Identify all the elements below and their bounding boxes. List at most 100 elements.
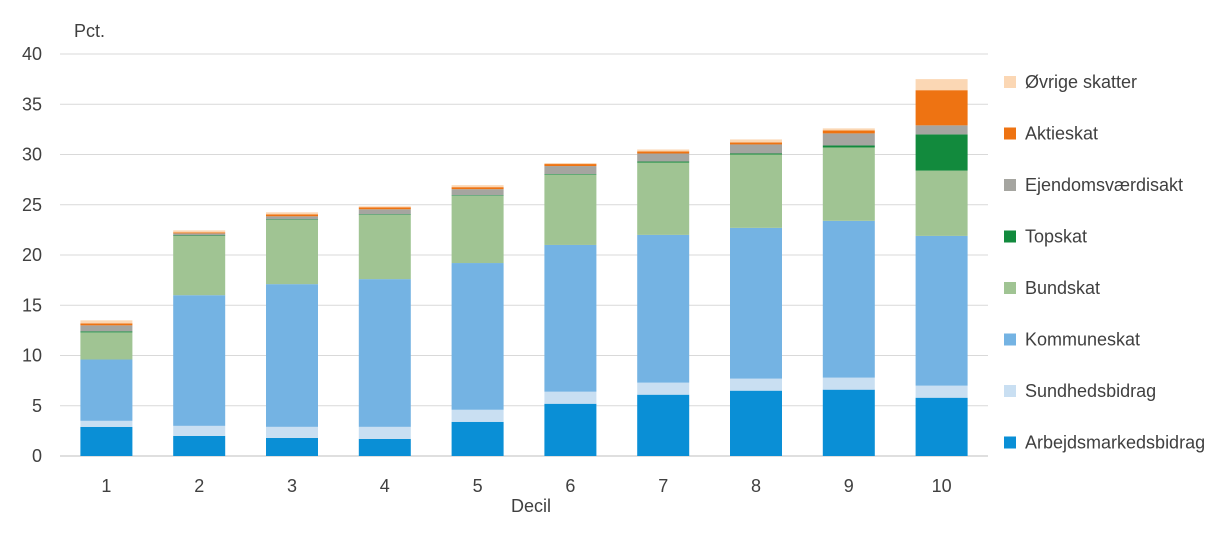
x-tick-label: 1 — [101, 476, 111, 496]
bar-segment — [80, 320, 133, 324]
bar-segment — [451, 187, 504, 190]
bar-segment — [451, 409, 504, 422]
bar-segment — [915, 397, 968, 456]
bar-segment — [80, 420, 133, 427]
bar-segment — [173, 235, 226, 296]
bar-segment — [80, 426, 133, 456]
bar-segment — [266, 437, 318, 456]
bar-segment — [822, 389, 875, 456]
legend-label: Sundhedsbidrag — [1025, 381, 1156, 401]
y-tick-label: 5 — [32, 396, 42, 416]
bar-segment — [822, 147, 875, 221]
y-tick-label: 40 — [22, 44, 42, 64]
bar-segment — [173, 435, 226, 456]
bar-segment — [358, 206, 411, 208]
bar-segment — [544, 391, 597, 404]
bar-segment — [544, 403, 597, 456]
legend-label: Bundskat — [1025, 278, 1100, 298]
bar-segment — [730, 142, 782, 145]
bar-segment — [358, 438, 411, 456]
bar-segment — [266, 214, 318, 217]
legend-label: Ejendomsværdisakt — [1025, 175, 1183, 195]
bar-segment — [266, 216, 318, 220]
bar-segment — [637, 161, 690, 163]
bar-segment — [266, 219, 318, 285]
bar-segment — [730, 378, 782, 391]
bar-segment — [80, 359, 133, 421]
bar-segment — [730, 390, 782, 456]
bar-segment — [358, 279, 411, 427]
legend-label: Topskat — [1025, 227, 1087, 247]
bar-segment — [822, 220, 875, 378]
bar-segment — [173, 235, 226, 237]
y-axis-title: Pct. — [74, 21, 105, 41]
bar-segment — [80, 332, 133, 360]
x-tick-label: 2 — [194, 476, 204, 496]
legend-swatch — [1004, 282, 1016, 294]
x-axis-title: Decil — [511, 496, 551, 516]
bar-segment — [915, 79, 968, 91]
bar-segment — [451, 263, 504, 410]
y-tick-label: 25 — [22, 195, 42, 215]
bar-segment — [358, 214, 411, 280]
bar-segment — [266, 212, 318, 215]
bar-segment — [358, 207, 411, 210]
bar-segment — [358, 209, 411, 215]
x-tick-label: 3 — [287, 476, 297, 496]
bar-segment — [266, 284, 318, 427]
y-tick-label: 0 — [32, 446, 42, 466]
bar-segment — [637, 149, 690, 152]
x-tick-label: 8 — [751, 476, 761, 496]
bar-segment — [915, 385, 968, 398]
x-tick-label: 9 — [844, 476, 854, 496]
x-tick-label: 5 — [473, 476, 483, 496]
bar-segment — [173, 230, 226, 233]
bar-segment — [730, 227, 782, 379]
bar-segment — [358, 214, 411, 215]
y-tick-label: 35 — [22, 94, 42, 114]
bar-segment — [173, 295, 226, 426]
legend-swatch — [1004, 76, 1016, 88]
bar-segment — [544, 244, 597, 392]
y-tick-label: 10 — [22, 346, 42, 366]
y-tick-label: 20 — [22, 245, 42, 265]
y-tick-label: 30 — [22, 145, 42, 165]
y-tick-labels: 0 5 10 15 20 25 30 35 40 — [22, 44, 42, 466]
bar-segment — [173, 425, 226, 436]
bars — [80, 79, 968, 456]
bar-segment — [915, 235, 968, 386]
bar-segment — [637, 382, 690, 395]
legend-swatch — [1004, 385, 1016, 397]
bar-segment — [451, 195, 504, 264]
bar-segment — [173, 233, 226, 236]
bar-segment — [822, 130, 875, 134]
bar-segment — [544, 164, 597, 167]
bar-segment — [266, 426, 318, 438]
x-tick-label: 6 — [565, 476, 575, 496]
x-tick-label: 10 — [932, 476, 952, 496]
legend-label: Aktieskat — [1025, 124, 1098, 144]
bar-segment — [637, 151, 690, 154]
bar-segment — [730, 154, 782, 228]
x-tick-label: 7 — [658, 476, 668, 496]
legend-label: Arbejdsmarkedsbidrag — [1025, 433, 1205, 453]
legend-swatch — [1004, 436, 1016, 449]
bar-segment — [80, 325, 133, 332]
bar-segment — [822, 377, 875, 390]
bar-segment — [266, 219, 318, 220]
bar-segment — [637, 234, 690, 383]
bar-segment — [730, 144, 782, 154]
bar-segment — [822, 128, 875, 131]
legend-swatch — [1004, 333, 1016, 346]
bar-segment — [544, 163, 597, 165]
bar-segment — [358, 426, 411, 439]
bar-segment — [915, 90, 968, 126]
bar-segment — [637, 153, 690, 162]
legend-label: Øvrige skatter — [1025, 72, 1137, 92]
bar-segment — [544, 166, 597, 175]
bar-segment — [730, 139, 782, 143]
bar-segment — [915, 170, 968, 236]
bar-segment — [544, 174, 597, 245]
bar-segment — [451, 189, 504, 196]
